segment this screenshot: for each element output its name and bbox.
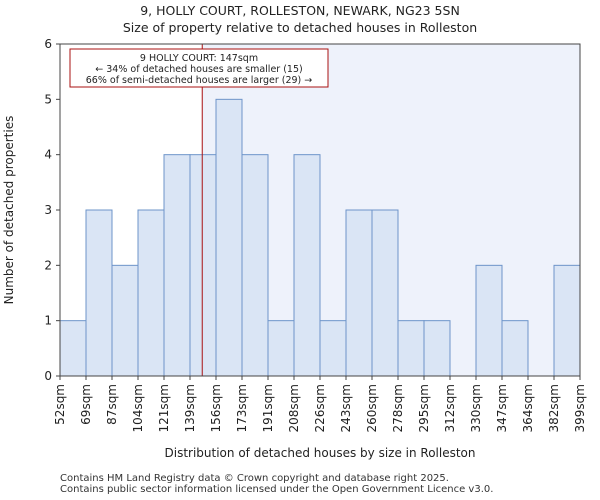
histogram-bar <box>215 98 243 377</box>
histogram-bar <box>241 154 269 377</box>
x-tick-label: 312sqm <box>443 384 457 432</box>
footer-licence: Contains public sector information licen… <box>60 484 494 495</box>
annotation-line-3: 66% of semi-detached houses are larger (… <box>86 75 313 86</box>
x-tick-label: 52sqm <box>53 384 67 425</box>
histogram-bar <box>59 320 87 377</box>
x-tick-label: 278sqm <box>391 384 405 432</box>
axes-frame <box>59 43 581 377</box>
y-tick-label: 1 <box>44 314 52 328</box>
histogram-bar <box>189 154 217 377</box>
annotation-line-2: ← 34% of detached houses are smaller (15… <box>95 64 302 75</box>
histogram-bar <box>319 320 347 377</box>
y-tick-label: 5 <box>44 92 52 106</box>
footer-copyright: Contains HM Land Registry data © Crown c… <box>60 473 449 484</box>
x-tick-label: 260sqm <box>365 384 379 432</box>
histogram-bar <box>397 320 425 377</box>
x-tick-label: 104sqm <box>131 384 145 432</box>
histogram-bar <box>85 209 113 377</box>
x-tick-label: 347sqm <box>495 384 509 432</box>
x-tick-label: 208sqm <box>287 384 301 432</box>
y-tick-label: 0 <box>44 369 52 383</box>
histogram-bar <box>137 209 165 377</box>
x-tick-label: 156sqm <box>209 384 223 432</box>
x-axis-label: Distribution of detached houses by size … <box>165 446 476 460</box>
x-tick-label: 295sqm <box>417 384 431 432</box>
histogram-bar <box>267 320 295 377</box>
chart-subtitle: Size of property relative to detached ho… <box>122 20 478 35</box>
histogram-bar <box>111 264 139 377</box>
x-tick-label: 173sqm <box>235 384 249 432</box>
x-tick-label: 243sqm <box>339 384 353 432</box>
annotation-line-1: 9 HOLLY COURT: 147sqm <box>140 53 258 64</box>
x-tick-label: 69sqm <box>79 384 93 425</box>
y-tick-label: 3 <box>44 203 52 217</box>
x-tick-label: 399sqm <box>573 384 587 432</box>
x-tick-label: 364sqm <box>521 384 535 432</box>
x-tick-label: 382sqm <box>547 384 561 432</box>
histogram-bar <box>553 264 581 377</box>
x-tick-label: 330sqm <box>469 384 483 432</box>
histogram-bar <box>163 154 191 377</box>
x-tick-label: 87sqm <box>105 384 119 425</box>
x-tick-label: 139sqm <box>183 384 197 432</box>
annotation-box <box>69 48 329 88</box>
histogram-bar <box>501 320 529 377</box>
y-tick-label: 4 <box>44 148 52 162</box>
x-tick-label: 226sqm <box>313 384 327 432</box>
histogram-bar <box>345 209 373 377</box>
x-tick-label: 121sqm <box>157 384 171 432</box>
x-tick-label: 191sqm <box>261 384 275 432</box>
chart-title: 9, HOLLY COURT, ROLLESTON, NEWARK, NG23 … <box>140 3 460 18</box>
histogram-bar <box>475 264 503 377</box>
histogram-bar <box>423 320 451 377</box>
y-axis-label: Number of detached properties <box>2 116 16 305</box>
y-tick-label: 2 <box>44 258 52 272</box>
y-tick-label: 6 <box>44 37 52 51</box>
histogram-bar <box>371 209 399 377</box>
histogram-bar <box>293 154 321 377</box>
